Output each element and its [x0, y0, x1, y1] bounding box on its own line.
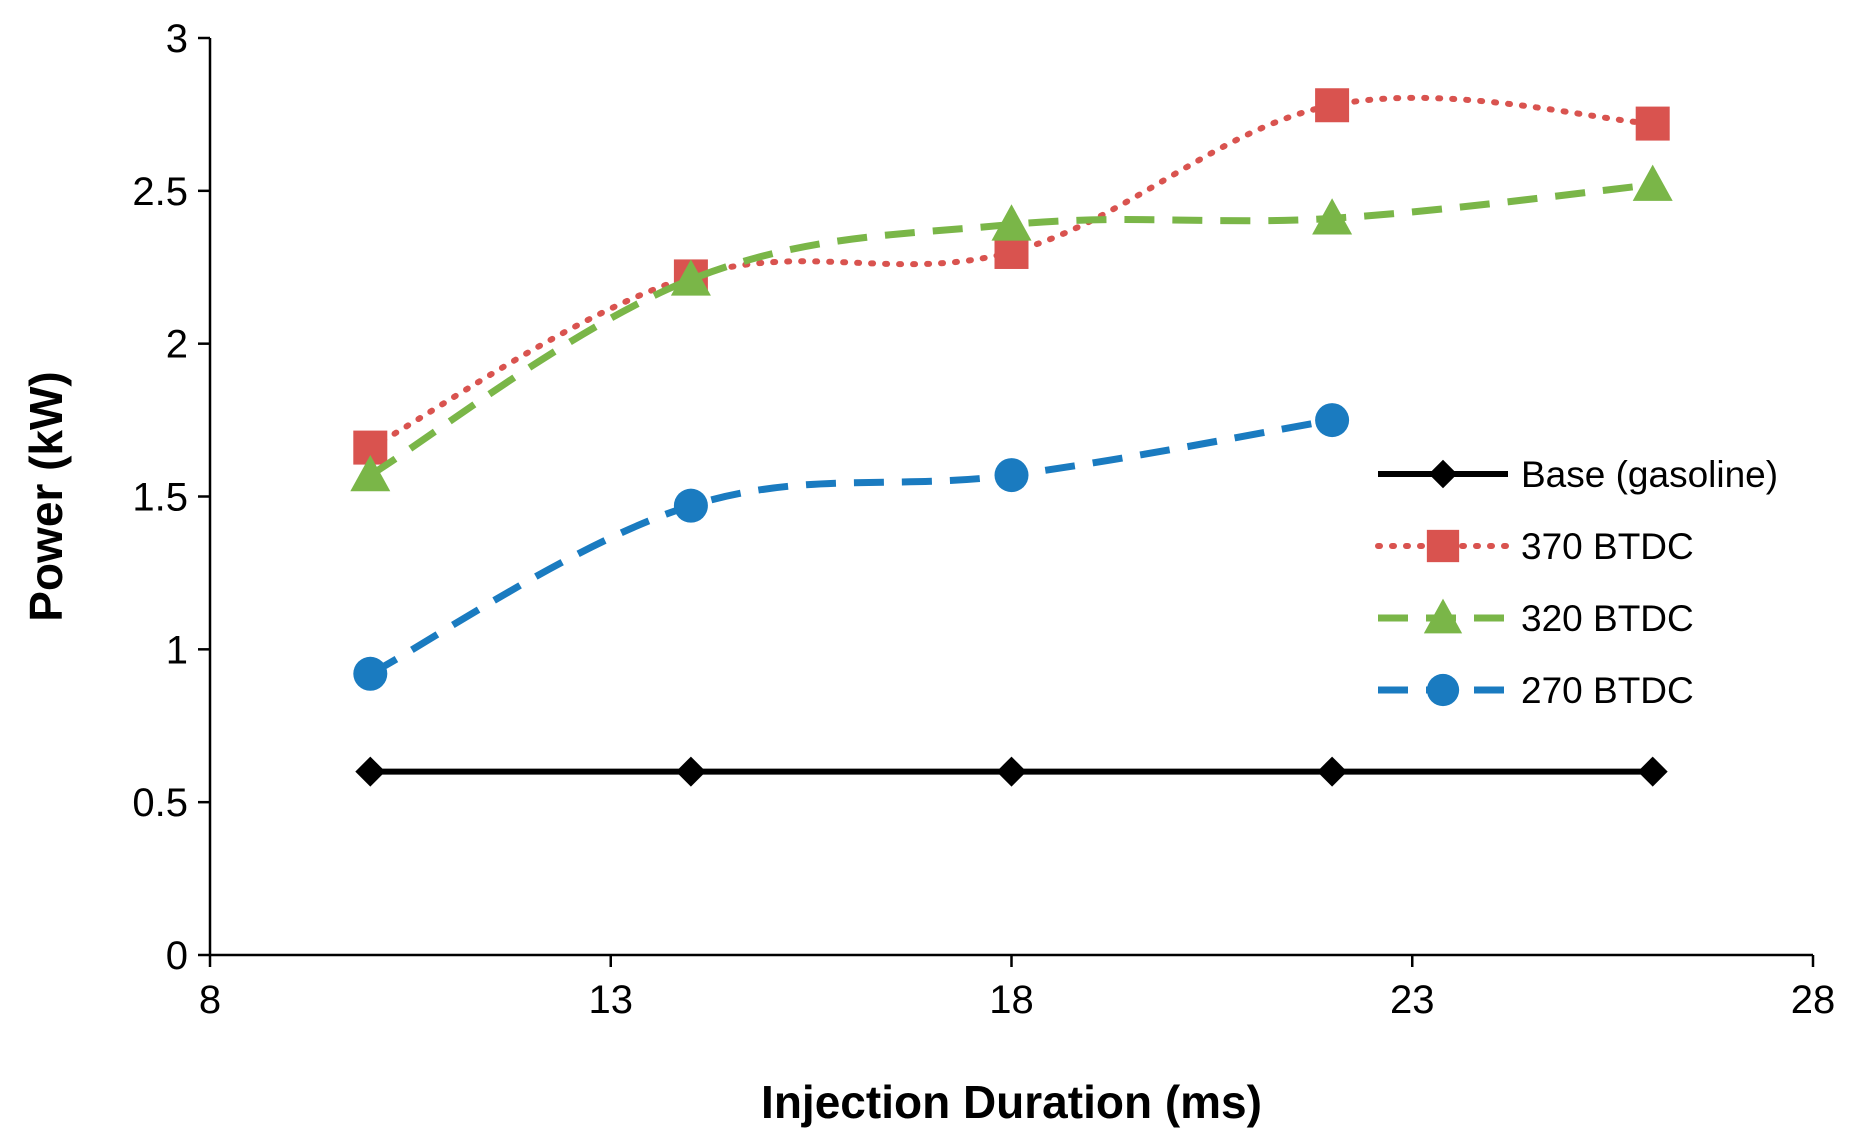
- y-tick-label: 0: [166, 934, 188, 978]
- data-point-320-btdc: [1632, 164, 1673, 201]
- data-point-320-btdc: [350, 454, 391, 492]
- y-tick-label: 0.5: [132, 781, 188, 825]
- data-point-270-btdc: [994, 458, 1029, 493]
- data-point-270-btdc: [353, 656, 388, 691]
- legend-marker-270-btdc: [1426, 673, 1460, 707]
- data-point-320-btdc: [1312, 198, 1353, 235]
- data-point-370-btdc: [1315, 88, 1350, 123]
- series-line-270-btdc: [368, 416, 1333, 677]
- series-270-btdc: [353, 403, 1350, 691]
- legend-item-320-btdc: 320 BTDC: [1378, 598, 1694, 639]
- x-tick-label: 18: [989, 978, 1034, 1022]
- data-point-320-btdc: [670, 259, 711, 296]
- y-tick-label: 3: [166, 17, 188, 61]
- data-point-320-btdc: [991, 204, 1032, 241]
- legend-label-270-btdc: 270 BTDC: [1521, 670, 1694, 711]
- series-320-btdc: [350, 164, 1673, 492]
- legend-label-370-btdc: 370 BTDC: [1521, 526, 1694, 567]
- series-line-370-btdc: [367, 94, 1656, 451]
- legend-item-270-btdc: 270 BTDC: [1378, 670, 1694, 711]
- y-tick-label: 2.5: [132, 170, 188, 214]
- data-point-base-gasoline: [996, 756, 1027, 787]
- y-tick-label: 1: [166, 628, 188, 672]
- x-tick-label: 13: [589, 978, 634, 1022]
- legend-label-base-gasoline: Base (gasoline): [1521, 454, 1778, 495]
- data-point-270-btdc: [673, 488, 708, 523]
- legend-item-base-gasoline: Base (gasoline): [1378, 454, 1778, 495]
- y-tick-label: 1.5: [132, 476, 188, 520]
- data-point-270-btdc: [1315, 403, 1350, 438]
- data-point-base-gasoline: [355, 756, 386, 787]
- y-tick-label: 2: [166, 323, 188, 367]
- x-tick-label: 8: [199, 978, 221, 1022]
- data-point-base-gasoline: [675, 756, 706, 787]
- legend-marker-320-btdc: [1423, 598, 1463, 634]
- data-point-base-gasoline: [1317, 756, 1348, 787]
- legend: Base (gasoline) 370 BTDC 320 BTDC 270 BTDC: [1375, 454, 1778, 711]
- data-point-base-gasoline: [1637, 756, 1668, 787]
- legend-item-370-btdc: 370 BTDC: [1375, 526, 1694, 567]
- legend-marker-370-btdc: [1426, 529, 1460, 563]
- x-tick-label: 23: [1390, 978, 1435, 1022]
- x-tick-label: 28: [1791, 978, 1836, 1022]
- y-axis-title: Power (kW): [20, 371, 72, 621]
- x-axis-ticks: 8 13 18 23 28: [199, 955, 1835, 1022]
- data-point-370-btdc: [1635, 106, 1670, 141]
- x-axis-title: Injection Duration (ms): [761, 1076, 1262, 1128]
- series-base-gasoline: [355, 756, 1668, 787]
- legend-marker-base-gasoline: [1428, 459, 1458, 489]
- series-layer: [350, 88, 1673, 787]
- data-point-370-btdc: [994, 234, 1029, 269]
- y-axis-ticks: 0 0.5 1 1.5 2 2.5 3: [132, 17, 210, 978]
- axes: [208, 38, 1813, 957]
- series-370-btdc: [353, 88, 1670, 465]
- legend-label-320-btdc: 320 BTDC: [1521, 598, 1694, 639]
